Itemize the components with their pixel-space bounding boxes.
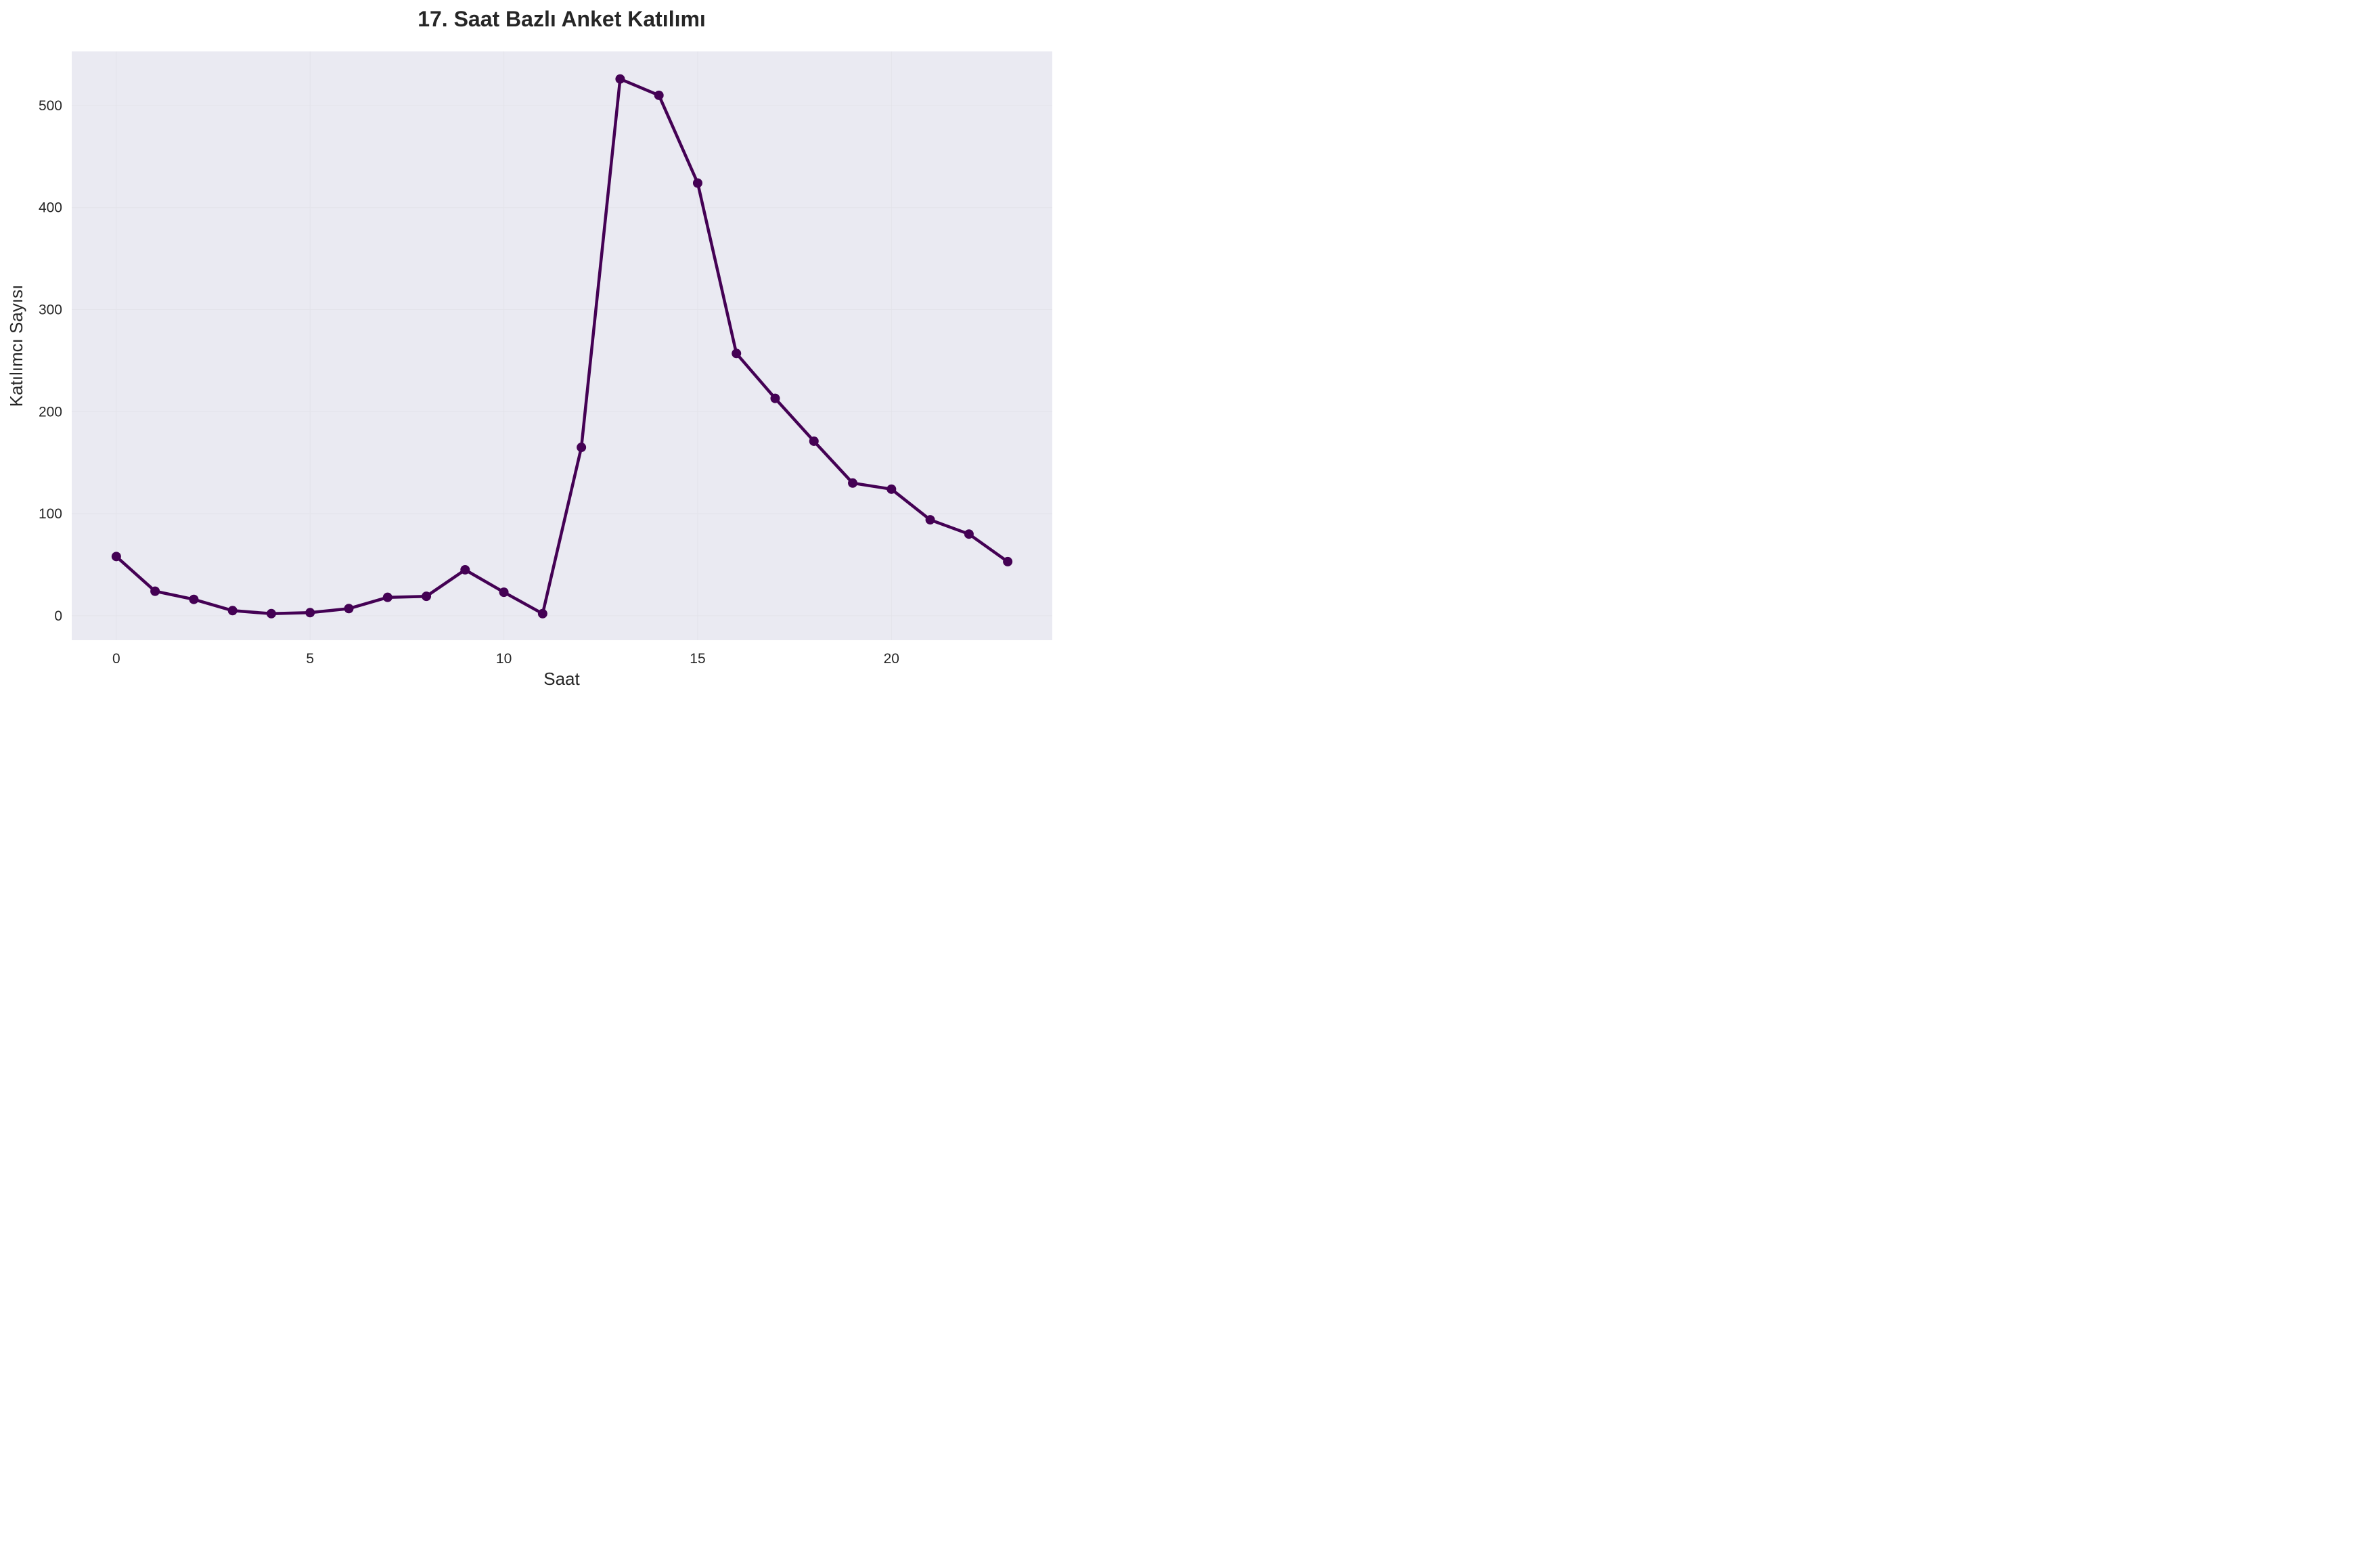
- x-tick-label: 5: [306, 651, 314, 667]
- data-point: [577, 443, 587, 453]
- y-tick-label: 200: [39, 404, 62, 420]
- y-tick-label: 100: [39, 506, 62, 522]
- x-tick-label: 0: [112, 651, 120, 667]
- x-tick-label: 20: [884, 651, 899, 667]
- data-point: [460, 564, 470, 575]
- data-point: [344, 604, 354, 614]
- data-point: [770, 393, 780, 403]
- data-point: [925, 515, 935, 525]
- data-point: [382, 592, 392, 602]
- grid-lines: [72, 51, 1052, 640]
- y-tick-label: 400: [39, 200, 62, 216]
- data-point: [654, 90, 664, 100]
- data-point: [1003, 556, 1013, 566]
- data-point: [848, 478, 858, 488]
- data-point: [537, 608, 547, 619]
- data-point: [732, 349, 742, 359]
- y-tick-label: 300: [39, 302, 62, 317]
- data-point: [499, 587, 509, 598]
- chart-title: 17. Saat Bazlı Anket Katılımı: [418, 7, 706, 31]
- x-tick-label: 15: [690, 651, 705, 667]
- data-point: [150, 586, 160, 596]
- data-point: [964, 529, 974, 539]
- x-tick-label: 10: [496, 651, 512, 667]
- data-point: [615, 74, 625, 84]
- x-axis-label: Saat: [543, 669, 580, 689]
- data-point: [886, 484, 897, 494]
- y-tick-label: 0: [54, 608, 62, 624]
- data-point: [189, 594, 199, 604]
- data-point: [809, 436, 819, 446]
- data-point: [111, 552, 121, 562]
- data-point: [266, 608, 276, 619]
- data-point: [422, 591, 432, 602]
- series-layer: [111, 74, 1013, 619]
- series-line: [114, 77, 1010, 616]
- y-axis-label: Katılımcı Sayısı: [6, 285, 26, 407]
- data-point: [305, 608, 315, 618]
- y-tick-label: 500: [39, 98, 62, 114]
- plot-area: [72, 51, 1052, 640]
- data-point: [692, 178, 702, 188]
- data-point: [227, 606, 238, 616]
